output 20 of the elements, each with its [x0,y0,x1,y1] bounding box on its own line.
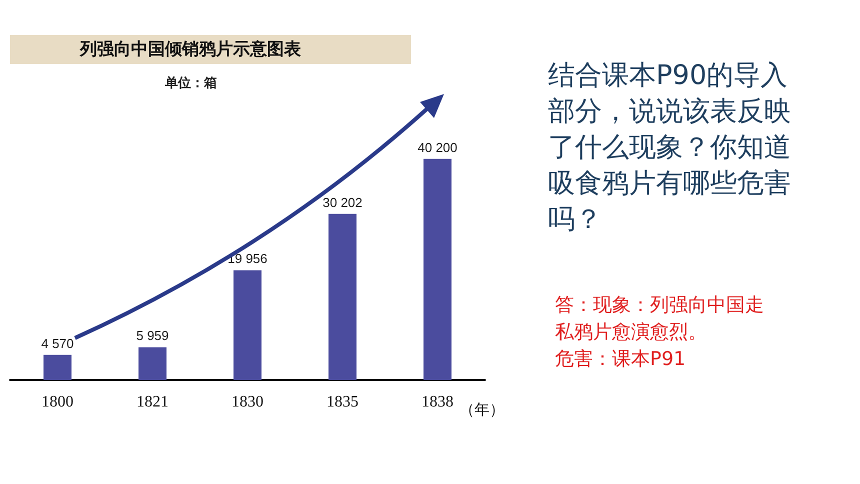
bar [424,158,452,380]
text: 危害：课本P91 [555,347,687,372]
data-label: 30 202 [322,194,362,210]
chart-subtitle: 单位：箱 [164,75,217,91]
data-label: 40 200 [418,140,458,155]
chart-title: 列强向中国倾销鸦片示意图表 [79,40,302,60]
data-label: 4 570 [41,336,74,351]
bar [328,214,356,380]
x-tick-label: 1800 [42,394,74,410]
bar [44,354,72,380]
text: 结合课本P90的导入部分，说说该表反映了什么现象？你知道吸食鸦片有哪些危害吗？ [548,59,792,237]
bar [138,347,166,380]
x-tick-label: 1835 [326,394,358,410]
x-tick-label: 1838 [422,394,454,410]
x-tick-label: 1830 [232,394,264,410]
x-axis-title: （年） [459,400,504,418]
x-tick-label: 1821 [136,394,168,410]
text: 答：现象：列强向中国走私鸦片愈演愈烈。 [555,293,765,345]
bar [234,270,262,380]
data-label: 5 959 [136,328,169,344]
